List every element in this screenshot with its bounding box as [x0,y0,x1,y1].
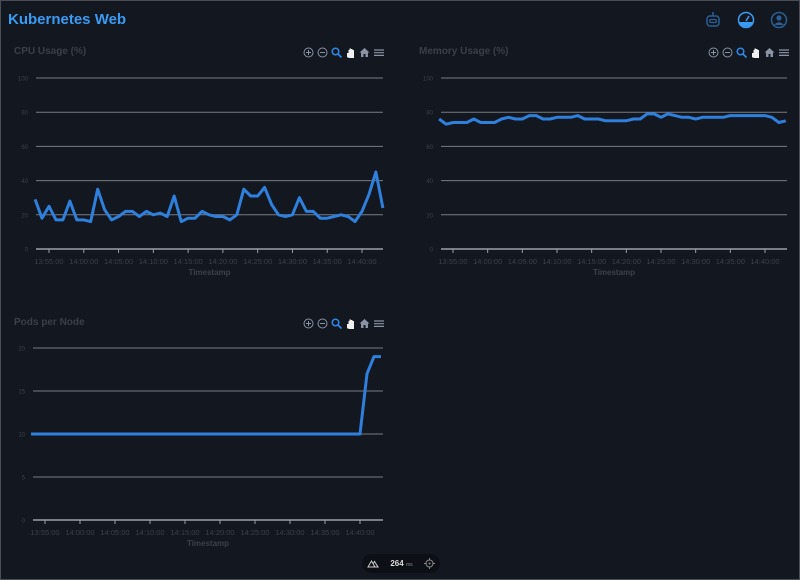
y-tick-label: 10 [18,433,25,439]
cpu-chart-title: CPU Usage (%) [14,46,87,57]
pan-hand-icon[interactable] [345,318,356,329]
x-tick-label: 14:00:00 [69,257,98,266]
x-tick-label: 14:40:00 [345,528,374,537]
pods-chart-title: Pods per Node [14,317,85,328]
y-tick-label: 60 [426,145,433,151]
x-tick-label: 14:15:00 [174,257,203,266]
x-tick-label: 14:40:00 [347,257,376,266]
memory-chart: 0 20 40 60 80 100 13:55:00 14:00:00 14:05:00 14:1… [423,77,787,277]
y-tick-label: 80 [21,111,28,117]
dashboard-gauge-icon[interactable] [737,11,755,29]
x-axis-title: Timestamp [188,268,230,277]
selection-zoom-icon[interactable] [736,47,747,58]
y-tick-label: 80 [426,111,433,117]
render-time-unit: ms [405,562,413,568]
y-tick-label: 60 [21,145,28,151]
x-tick-label: 14:35:00 [716,257,745,266]
y-tick-label: 100 [423,77,434,83]
zoom-out-icon[interactable] [317,318,328,329]
x-tick-label: 14:15:00 [577,257,606,266]
x-axis-title: Timestamp [593,268,635,277]
x-tick-label: 13:55:00 [438,257,467,266]
x-tick-label: 13:55:00 [30,528,59,537]
pods-chart: 0 5 10 15 20 13:55:00 14:00:00 14:05:00 14:10:00… [18,347,383,548]
zoom-out-icon[interactable] [722,47,733,58]
memory-chart-toolbar [708,47,789,58]
y-tick-label: 20 [21,213,28,219]
y-tick-label: 5 [22,476,26,482]
zoom-in-icon[interactable] [303,318,314,329]
x-tick-label: 14:35:00 [313,257,342,266]
app-title[interactable]: Kubernetes Web [8,11,127,28]
robot-icon[interactable] [704,11,722,29]
nuxt-logo-icon[interactable] [367,559,380,568]
menu-icon[interactable] [373,318,384,329]
render-time-value: 264 [390,559,404,568]
selection-zoom-icon[interactable] [331,318,342,329]
x-tick-label: 14:25:00 [646,257,675,266]
pan-hand-icon[interactable] [750,47,761,58]
y-tick-label: 100 [18,77,29,83]
selection-zoom-icon[interactable] [331,47,342,58]
pods-series-line[interactable] [31,355,381,436]
x-tick-label: 14:20:00 [208,257,237,266]
x-tick-label: 14:30:00 [275,528,304,537]
user-account-icon[interactable] [770,11,788,29]
y-tick-label: 40 [21,179,28,185]
x-tick-label: 14:05:00 [100,528,129,537]
x-tick-label: 14:00:00 [473,257,502,266]
cpu-series-line[interactable] [33,170,385,224]
menu-icon[interactable] [373,47,384,58]
pods-chart-toolbar [303,318,384,329]
x-tick-label: 14:30:00 [681,257,710,266]
devtools-bar[interactable]: 264 ms [362,554,440,573]
x-tick-label: 14:25:00 [240,528,269,537]
x-tick-label: 14:35:00 [310,528,339,537]
inspect-target-icon[interactable] [423,558,435,569]
zoom-in-icon[interactable] [303,47,314,58]
cpu-chart-toolbar [303,47,384,58]
memory-chart-title: Memory Usage (%) [419,46,509,57]
x-tick-label: 14:10:00 [139,257,168,266]
y-tick-label: 0 [430,248,434,254]
render-time: 264 ms [390,559,412,568]
x-tick-label: 14:05:00 [104,257,133,266]
menu-icon[interactable] [778,47,789,58]
x-tick-label: 14:30:00 [278,257,307,266]
y-tick-label: 40 [426,179,433,185]
y-tick-label: 20 [18,347,25,353]
x-tick-label: 14:00:00 [65,528,94,537]
zoom-out-icon[interactable] [317,47,328,58]
pan-hand-icon[interactable] [345,47,356,58]
x-tick-label: 14:20:00 [205,528,234,537]
memory-series-line[interactable] [438,112,787,126]
cpu-chart: 0 20 40 60 80 100 13:55:00 14:00:00 14:05:00 14:1… [18,77,385,277]
x-tick-label: 14:20:00 [612,257,641,266]
x-tick-label: 14:10:00 [135,528,164,537]
y-tick-label: 0 [22,519,26,525]
x-tick-label: 14:25:00 [243,257,272,266]
zoom-in-icon[interactable] [708,47,719,58]
reset-home-icon[interactable] [359,47,370,58]
x-tick-label: 14:10:00 [542,257,571,266]
y-tick-label: 20 [426,213,433,219]
reset-home-icon[interactable] [359,318,370,329]
reset-home-icon[interactable] [764,47,775,58]
x-tick-label: 14:15:00 [170,528,199,537]
x-tick-label: 14:05:00 [508,257,537,266]
y-tick-label: 0 [25,248,29,254]
x-axis-title: Timestamp [187,539,229,548]
y-tick-label: 15 [18,390,25,396]
x-tick-label: 13:55:00 [34,257,63,266]
x-tick-label: 14:40:00 [750,257,779,266]
